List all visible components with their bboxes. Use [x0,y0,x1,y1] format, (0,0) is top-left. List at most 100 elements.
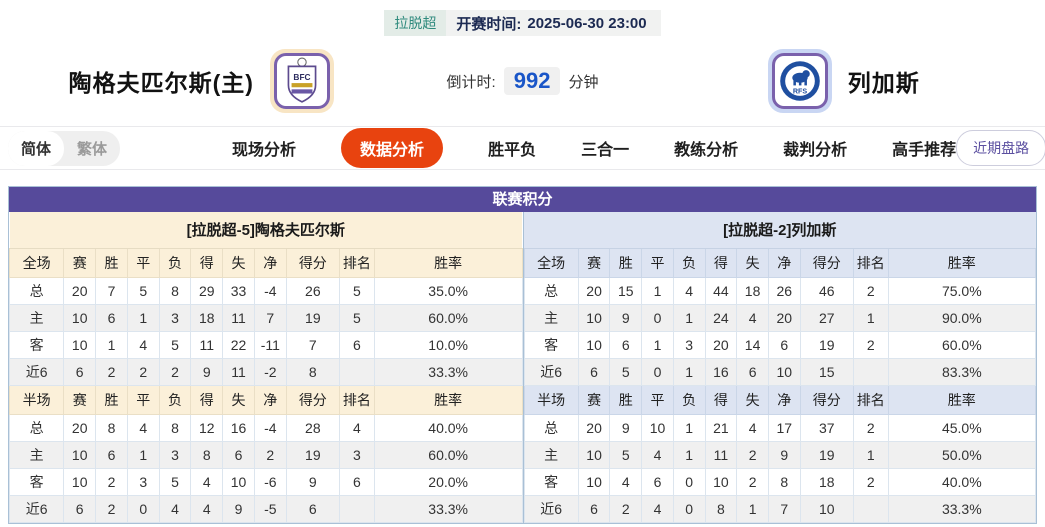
stat-cell: 3 [126,467,160,496]
stat-cell: -11 [253,330,287,359]
stat-cell: 7 [767,494,801,523]
stat-cell: 6 [95,303,128,332]
stat-cell: 12 [190,413,224,442]
stat-cell: 37 [799,413,854,442]
stat-cell: 6 [577,357,611,386]
league-table-title: 联赛积分 [9,187,1036,212]
stat-cell: 4 [126,413,160,442]
stat-cell: 11 [704,440,738,469]
stat-cell: 10 [577,330,611,359]
stat-cell: 75.0% [887,276,1037,305]
stat-cell: 1 [126,303,160,332]
column-header: 排名 [852,247,889,278]
stat-cell: 28 [285,413,340,442]
teams-row: 陶格夫匹尔斯(主) BFC 倒计时: 992 分钟 [0,36,1045,126]
tabbar-divider [0,169,1045,170]
stat-cell: 3 [158,440,192,469]
stat-cell: 16 [704,357,738,386]
stat-cell: 14 [736,330,769,359]
column-header: 失 [222,247,255,278]
stat-cell: 19 [799,330,854,359]
tab-5[interactable]: 教练分析 [674,142,739,159]
stat-cell [338,494,375,523]
league-badge[interactable]: 拉脱超 [384,10,447,36]
column-header: 净 [253,247,287,278]
stat-cell: 29 [190,276,224,305]
stat-cell: 40.0% [373,413,523,442]
column-header: 胜率 [373,384,523,415]
column-header-row: 全场赛胜平负得失净得分 排名 胜率 [523,247,1037,278]
column-header: 赛 [577,384,611,415]
column-header: 负 [672,247,706,278]
countdown: 倒计时: 992 分钟 [403,67,643,95]
kickoff-time: 开赛时间: 2025-06-30 23:00 [446,10,661,36]
stat-cell: 10 [799,494,854,523]
stat-cell: 2 [852,467,889,496]
table-row: 主 10 6 1 3 8 6 2 19 3 60.0% [8,440,523,469]
stat-cell: 9 [190,357,224,386]
home-team-name: 陶格夫匹尔斯(主) [68,70,254,96]
stat-cell: 0 [126,494,160,523]
tab-2[interactable]: 数据分析 [341,128,444,168]
stat-cell: 60.0% [373,440,523,469]
stat-cell: 2 [253,440,287,469]
row-label: 近6 [8,494,65,523]
stat-cell: 10 [577,303,611,332]
stat-cell: 3 [672,330,706,359]
column-header: 排名 [338,247,375,278]
stat-cell: 5 [158,330,192,359]
tab-4[interactable]: 三合一 [581,142,630,159]
stat-cell: 20 [63,413,97,442]
stat-cell: 26 [285,276,340,305]
home-team-logo: BFC [269,49,334,113]
column-header: 平 [641,384,674,415]
stat-cell: 5 [338,303,375,332]
tab-3[interactable]: 胜平负 [488,142,537,159]
stat-cell: 6 [285,494,340,523]
stat-cell: 90.0% [887,303,1037,332]
table-row: 主 10 5 4 1 11 2 9 19 1 50.0% [523,440,1037,469]
stat-cell: 1 [672,357,706,386]
stat-cell: 11 [222,303,255,332]
recent-trend-button[interactable]: 近期盘路 [956,130,1045,166]
column-header: 胜 [609,247,643,278]
row-label: 总 [523,413,579,442]
column-header: 排名 [852,384,889,415]
stat-cell: 2 [736,467,769,496]
column-header: 负 [672,384,706,415]
countdown-unit: 分钟 [568,73,599,91]
tab-1[interactable]: 现场分析 [232,142,297,159]
stat-cell: 20 [63,276,97,305]
row-label: 主 [523,303,579,332]
stat-cell: 21 [704,413,738,442]
column-header: 胜率 [373,247,523,278]
kickoff-label: 开赛时间: [456,15,522,33]
stat-cell: 26 [767,276,801,305]
column-header-row: 半场赛胜平负得失净得分 排名 胜率 [523,384,1037,415]
table-row: 主 10 6 1 3 18 11 7 19 5 60.0% [8,303,523,332]
lang-traditional-button[interactable]: 繁体 [77,140,108,158]
stat-cell: 44 [704,276,738,305]
stat-cell: 18 [736,276,769,305]
lang-simplified-button[interactable]: 简体 [8,130,65,166]
stat-cell: 4 [736,413,769,442]
away-team-name: 列加斯 [847,70,920,96]
stat-cell: 2 [95,494,128,523]
stat-cell: 10 [63,330,97,359]
stat-cell: 9 [767,440,801,469]
stat-cell: -2 [253,357,287,386]
column-header: 胜率 [887,384,1037,415]
stat-cell: 33 [222,276,255,305]
tab-7[interactable]: 高手推荐 [892,142,957,159]
stat-cell: 7 [253,303,287,332]
row-label: 主 [8,303,65,332]
tab-6[interactable]: 裁判分析 [783,142,848,159]
away-logo-crest-icon: RFS [771,53,828,109]
stat-cell: 8 [285,357,340,386]
stat-cell: 4 [158,494,192,523]
countdown-value: 992 [503,67,561,95]
column-header: 净 [767,384,801,415]
column-header: 半场 [523,384,579,415]
row-label: 客 [8,467,65,496]
away-table-team-header: [拉脱超-2]列加斯 [524,212,1036,249]
